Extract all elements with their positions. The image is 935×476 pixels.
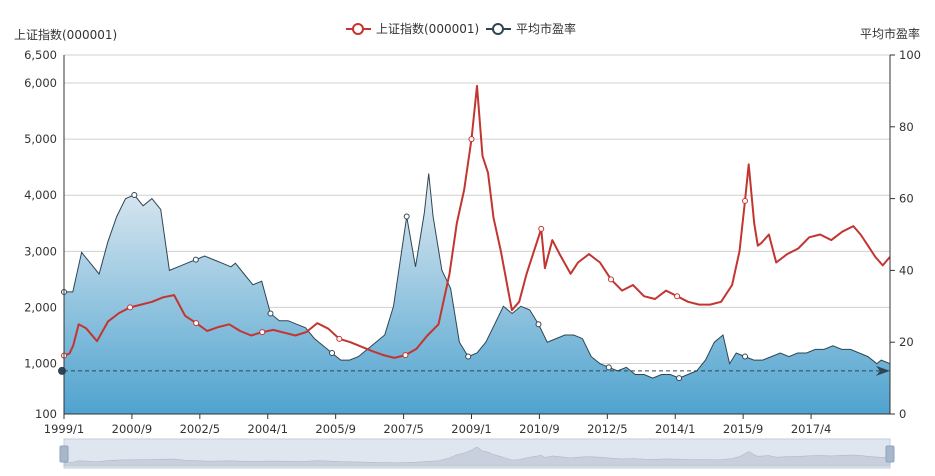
pe-area-fill bbox=[64, 173, 890, 414]
pe-series-line bbox=[64, 173, 891, 379]
right-tick-label: 60 bbox=[899, 192, 914, 206]
legend-item-pe[interactable]: 平均市盈率 bbox=[486, 21, 576, 36]
index-point bbox=[468, 136, 475, 143]
pe-area bbox=[64, 173, 890, 414]
index-point bbox=[538, 225, 545, 232]
markline-start-icon bbox=[58, 366, 66, 375]
x-tick-label: 2014/1 bbox=[655, 422, 695, 436]
index-series-line bbox=[63, 84, 891, 359]
x-tick-label: 2004/1 bbox=[248, 422, 288, 436]
left-tick-label: 6,000 bbox=[24, 76, 57, 90]
legend-index-marker-icon bbox=[352, 23, 364, 35]
zoom-handle-left-icon[interactable] bbox=[59, 445, 69, 463]
x-tick-label: 2002/5 bbox=[180, 422, 220, 436]
index-point bbox=[741, 197, 748, 204]
right-tick-label: 0 bbox=[899, 407, 906, 421]
pe-point bbox=[192, 256, 199, 263]
left-tick-label: 3,000 bbox=[24, 244, 57, 258]
pe-point bbox=[465, 353, 472, 360]
legend-label-index: 上证指数(000001) bbox=[376, 21, 479, 36]
x-tick-label: 2009/1 bbox=[451, 422, 491, 436]
x-tick-label: 2012/5 bbox=[587, 422, 627, 436]
index-point bbox=[402, 352, 409, 359]
left-tick-label: 100 bbox=[35, 407, 57, 421]
right-tick-label: 100 bbox=[899, 48, 921, 62]
left-tick-label: 1,000 bbox=[24, 357, 57, 371]
x-tick-label: 2007/5 bbox=[383, 422, 423, 436]
pe-point bbox=[403, 213, 410, 220]
pe-point bbox=[131, 192, 138, 199]
left-tick-label: 6,500 bbox=[24, 48, 57, 62]
right-tick-label: 80 bbox=[899, 120, 914, 134]
pe-point bbox=[742, 353, 749, 360]
legend: 上证指数(000001) 平均市盈率 bbox=[346, 21, 576, 36]
pe-point bbox=[535, 321, 542, 328]
data-zoom-slider[interactable] bbox=[59, 438, 895, 469]
index-point bbox=[607, 276, 614, 283]
axes: 100 1,000 2,000 3,000 4,000 5,000 6,000 6,500 0 2… bbox=[24, 48, 921, 436]
markline-arrow-icon bbox=[876, 365, 890, 376]
right-tick-label: 40 bbox=[899, 263, 914, 277]
legend-pe-marker-icon bbox=[492, 23, 504, 35]
legend-item-index[interactable]: 上证指数(000001) bbox=[346, 21, 479, 36]
x-tick-label: 1999/1 bbox=[44, 422, 84, 436]
index-point bbox=[674, 293, 681, 300]
pe-point bbox=[605, 364, 612, 371]
legend-label-pe: 平均市盈率 bbox=[516, 21, 576, 36]
pe-point bbox=[676, 375, 683, 382]
x-tick-label: 2005/9 bbox=[315, 422, 355, 436]
zoom-data-shadow bbox=[63, 446, 891, 467]
x-tick-label: 2017/4 bbox=[791, 422, 831, 436]
x-tick-label: 2000/9 bbox=[112, 422, 152, 436]
left-tick-label: 5,000 bbox=[24, 132, 57, 146]
zoom-handle-right-icon[interactable] bbox=[885, 445, 895, 463]
series-lines bbox=[61, 84, 891, 382]
left-tick-label: 4,000 bbox=[24, 188, 57, 202]
right-tick-label: 20 bbox=[899, 335, 914, 349]
x-tick-label: 2010/9 bbox=[519, 422, 559, 436]
index-point bbox=[193, 320, 200, 327]
left-tick-label: 2,000 bbox=[24, 300, 57, 314]
x-tick-label: 2015/9 bbox=[723, 422, 763, 436]
pe-point bbox=[267, 310, 274, 317]
right-axis-name: 平均市盈率 bbox=[860, 26, 920, 41]
index-point bbox=[259, 329, 266, 336]
index-point bbox=[336, 335, 343, 342]
index-point bbox=[127, 304, 134, 311]
left-axis-name: 上证指数(000001) bbox=[14, 27, 117, 42]
pe-point bbox=[329, 349, 336, 356]
